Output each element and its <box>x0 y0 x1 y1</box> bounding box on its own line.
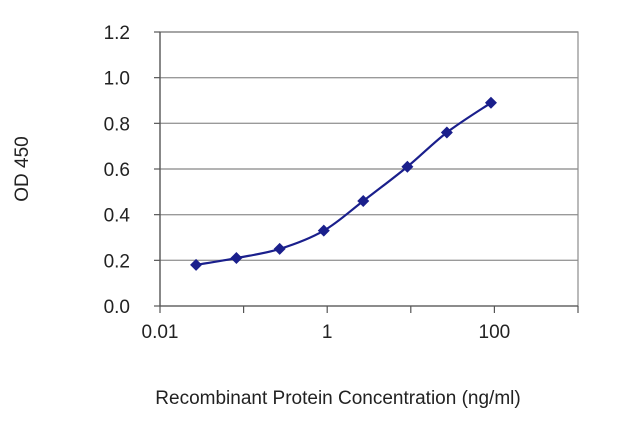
series <box>190 96 497 271</box>
y-tick-label: 0.2 <box>104 251 130 272</box>
x-tick-label: 100 <box>479 322 511 343</box>
data-point <box>357 194 370 207</box>
y-axis-title: OD 450 <box>12 136 33 201</box>
data-point <box>317 224 330 237</box>
y-tick-label: 1.2 <box>104 23 130 44</box>
data-point <box>190 258 203 271</box>
data-point <box>230 252 243 265</box>
data-point <box>401 160 414 173</box>
y-tick-label: 1.0 <box>104 69 130 90</box>
data-point <box>484 96 497 109</box>
data-point <box>440 126 453 139</box>
y-tick-label: 0.8 <box>104 114 130 135</box>
x-axis-title: Recombinant Protein Concentration (ng/ml… <box>155 388 520 409</box>
y-tick-label: 0.0 <box>104 297 130 318</box>
x-tick-label: 0.01 <box>142 322 179 343</box>
data-point <box>273 242 286 255</box>
y-tick-label: 0.6 <box>104 160 130 181</box>
y-tick-label: 0.4 <box>104 206 131 227</box>
gridlines <box>160 31 578 262</box>
axes <box>154 31 579 313</box>
x-tick-label: 1 <box>322 322 333 343</box>
tick-labels: 0.0 0.2 0.4 0.6 0.8 1.0 1.2 0.01 1 100 <box>104 23 511 343</box>
